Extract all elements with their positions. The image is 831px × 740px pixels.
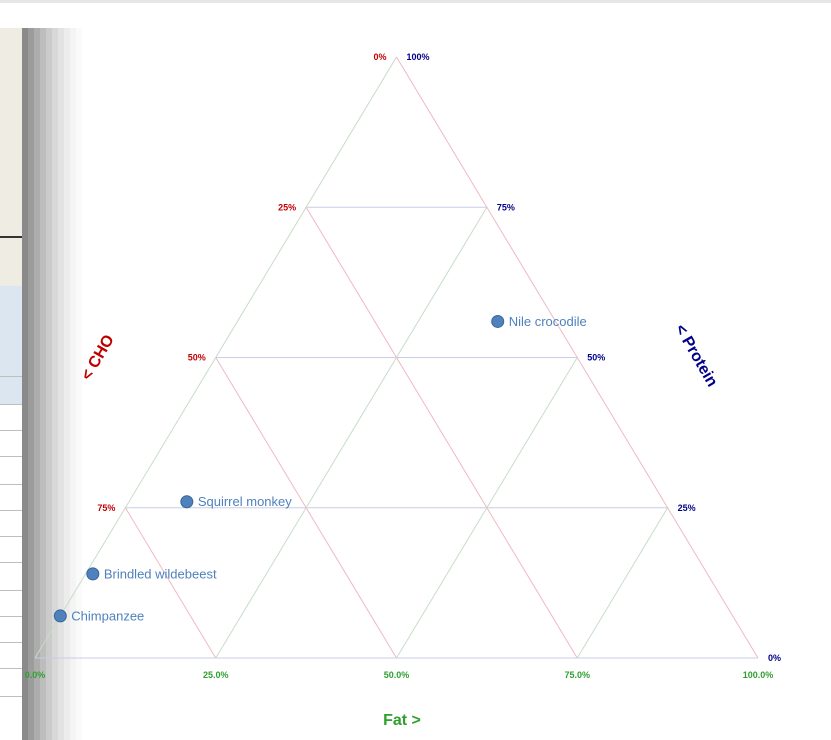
fat-tick-label: 75.0% xyxy=(564,670,590,680)
data-point-label: Brindled wildebeest xyxy=(104,566,217,581)
data-point xyxy=(53,609,67,623)
cho-axis-title: < CHO xyxy=(78,332,117,383)
gridline-cho xyxy=(305,206,578,659)
gridline-fat xyxy=(396,357,578,659)
fat-tick-label: 25.0% xyxy=(203,670,229,680)
data-point xyxy=(180,495,194,509)
window-top-border xyxy=(0,0,831,3)
fat-axis-title: Fat > xyxy=(383,712,421,729)
data-point-label: Nile crocodile xyxy=(509,314,587,329)
gridline-fat xyxy=(576,507,669,659)
protein-tick-label: 100% xyxy=(407,52,430,62)
data-point xyxy=(491,314,505,328)
triangle-right-edge xyxy=(396,56,759,659)
cho-tick-label: 0% xyxy=(373,52,386,62)
cho-tick-label: 75% xyxy=(97,503,115,513)
fat-tick-label: 100.0% xyxy=(743,670,774,680)
gridline-cho xyxy=(124,507,217,659)
protein-tick-label: 50% xyxy=(587,353,605,363)
gridline-fat xyxy=(215,206,488,659)
triangle-left-edge xyxy=(34,56,397,659)
background-spreadsheet-panel xyxy=(0,28,90,740)
protein-axis-title: < Protein xyxy=(671,322,720,390)
data-point-label: Chimpanzee xyxy=(71,608,144,623)
protein-tick-label: 25% xyxy=(678,503,696,513)
data-point xyxy=(86,567,100,581)
protein-tick-label: 75% xyxy=(497,202,515,212)
fat-tick-label: 0.0% xyxy=(25,670,46,680)
data-point-label: Squirrel monkey xyxy=(198,494,292,509)
cho-tick-label: 50% xyxy=(188,353,206,363)
protein-tick-label: 0% xyxy=(768,653,781,663)
fat-tick-label: 50.0% xyxy=(384,670,410,680)
cho-tick-label: 25% xyxy=(278,202,296,212)
